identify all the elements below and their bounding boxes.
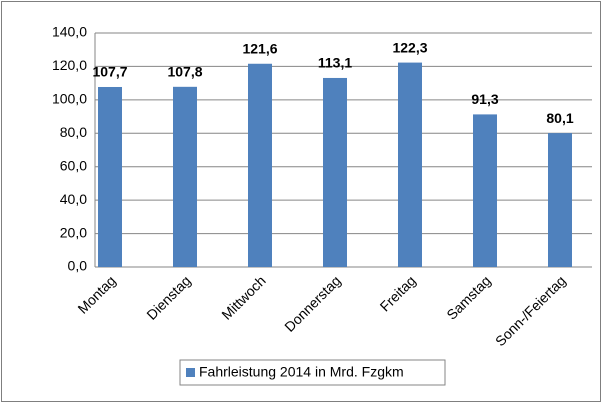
bar — [548, 133, 572, 267]
y-tick-label: 140,0 — [52, 24, 87, 40]
value-label: 121,6 — [242, 40, 277, 56]
value-label: 113,1 — [318, 55, 352, 71]
value-label: 91,3 — [471, 91, 498, 107]
legend-swatch — [186, 368, 195, 377]
value-label: 80,1 — [546, 110, 573, 126]
bar — [98, 86, 122, 267]
y-tick-label: 20,0 — [60, 224, 87, 240]
bar — [323, 77, 347, 267]
value-label: 122,3 — [392, 39, 427, 55]
bar — [173, 86, 197, 267]
y-tick-label: 0,0 — [68, 258, 88, 274]
bar — [473, 114, 497, 267]
legend-box — [179, 359, 446, 386]
y-tick-label: 120,0 — [52, 57, 87, 73]
y-tick-label: 80,0 — [60, 124, 87, 140]
y-tick-label: 100,0 — [52, 91, 87, 107]
value-label: 107,7 — [92, 64, 127, 80]
legend-label: Fahrleistung 2014 in Mrd. Fzgkm — [199, 364, 404, 380]
bar — [248, 63, 272, 267]
y-tick-label: 60,0 — [60, 157, 87, 173]
bar — [398, 62, 422, 267]
value-label: 107,8 — [167, 64, 202, 80]
y-tick-label: 40,0 — [60, 191, 87, 207]
